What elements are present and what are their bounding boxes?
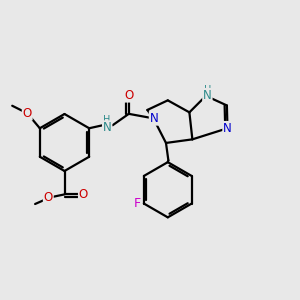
Text: O: O xyxy=(44,191,53,204)
Text: N: N xyxy=(150,112,158,125)
Text: N: N xyxy=(103,121,112,134)
Text: H: H xyxy=(103,115,111,125)
Text: N: N xyxy=(223,122,232,135)
Text: O: O xyxy=(124,89,134,102)
Text: O: O xyxy=(22,107,32,120)
Text: H: H xyxy=(204,85,211,95)
Text: N: N xyxy=(203,89,212,102)
Text: F: F xyxy=(134,197,141,210)
Text: O: O xyxy=(79,188,88,201)
